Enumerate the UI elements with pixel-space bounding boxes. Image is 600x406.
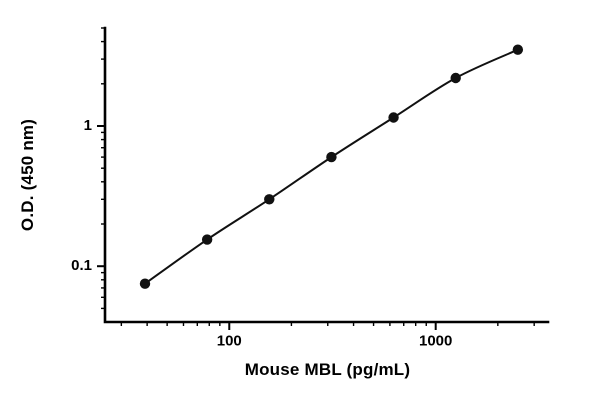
data-point [264, 194, 275, 205]
data-point [388, 112, 399, 123]
data-point [201, 234, 213, 245]
data-point [450, 72, 461, 84]
data-point [512, 44, 524, 55]
y-tick-label: 0.1 [71, 257, 92, 274]
x-tick-label: 100 [217, 332, 242, 349]
y-tick-label: 1 [84, 117, 92, 134]
x-tick-label: 1000 [419, 332, 452, 349]
curve-line [144, 48, 519, 285]
data-point [326, 151, 337, 163]
y-axis-title: O.D. (450 nm) [18, 118, 37, 232]
axes-spines [103, 26, 550, 324]
data-point [139, 278, 151, 289]
x-axis-title: Mouse MBL (pg/mL) [244, 360, 411, 379]
